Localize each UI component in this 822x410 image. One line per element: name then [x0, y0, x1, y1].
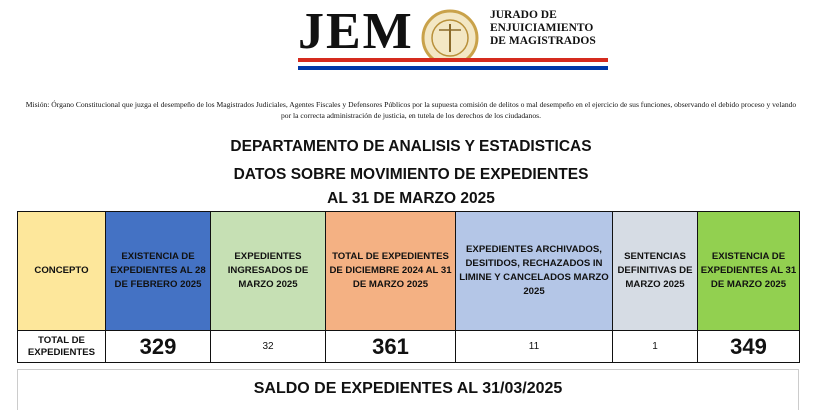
footer-box	[17, 369, 799, 410]
cell: TOTAL DE EXPEDIENTES	[17, 330, 106, 363]
header-cell: EXISTENCIA DE EXPEDIENTES AL 28 DE FEBRE…	[105, 211, 211, 331]
title: AL 31 DE MARZO 2025	[327, 190, 495, 207]
header-cell: EXISTENCIA DE EXPEDIENTES AL 31 DE MARZO…	[697, 211, 800, 331]
cell: 329	[105, 330, 211, 363]
emblem	[421, 9, 479, 67]
table: CONCEPTO EXISTENCIA DE EXPEDIENTES AL 28 …	[17, 211, 800, 363]
header-cell: CONCEPTO	[17, 211, 106, 331]
cell: 32	[210, 330, 326, 363]
header-cell: EXPEDIENTES INGRESADOS DE MARZO 2025	[210, 211, 326, 331]
data-row: TOTAL DE EXPEDIENTES 329 32 361 11 1 349	[17, 330, 800, 363]
org-name: JURADO DE ENJUICIAMIENTO DE MAGISTRADOS	[490, 9, 596, 48]
header-cell: EXPEDIENTES ARCHIVADOS, DESITIDOS, RECHA…	[455, 211, 613, 331]
title: DEPARTAMENTO DE ANALISIS Y ESTADISTICAS	[230, 138, 592, 155]
org-line: ENJUICIAMIENTO	[490, 22, 594, 34]
header-cell: SENTENCIAS DEFINITIVAS DE MARZO 2025	[612, 211, 698, 331]
header-row: CONCEPTO EXISTENCIA DE EXPEDIENTES AL 28 …	[17, 211, 800, 331]
cell: 361	[325, 330, 456, 363]
cell: 1	[612, 330, 698, 363]
footer-title: SALDO DE EXPEDIENTES AL 31/03/2025	[253, 380, 563, 397]
page: {"header": {"logo": "JEM", "org_lines": …	[17, 3, 800, 410]
logo: JEM	[298, 3, 414, 60]
header-cell: TOTAL DE EXPEDIENTES DE DICIEMBRE 2024 A…	[325, 211, 456, 331]
cell: 349	[697, 330, 800, 363]
flag-stripes	[298, 58, 608, 70]
cell: 11	[455, 330, 613, 363]
org-line: DE MAGISTRADOS	[490, 35, 596, 47]
org-line: JURADO DE	[490, 9, 557, 21]
mission: Misión: Órgano Constitucional que juzga …	[25, 100, 797, 120]
title: DATOS SOBRE MOVIMIENTO DE EXPEDIENTES	[233, 166, 589, 183]
